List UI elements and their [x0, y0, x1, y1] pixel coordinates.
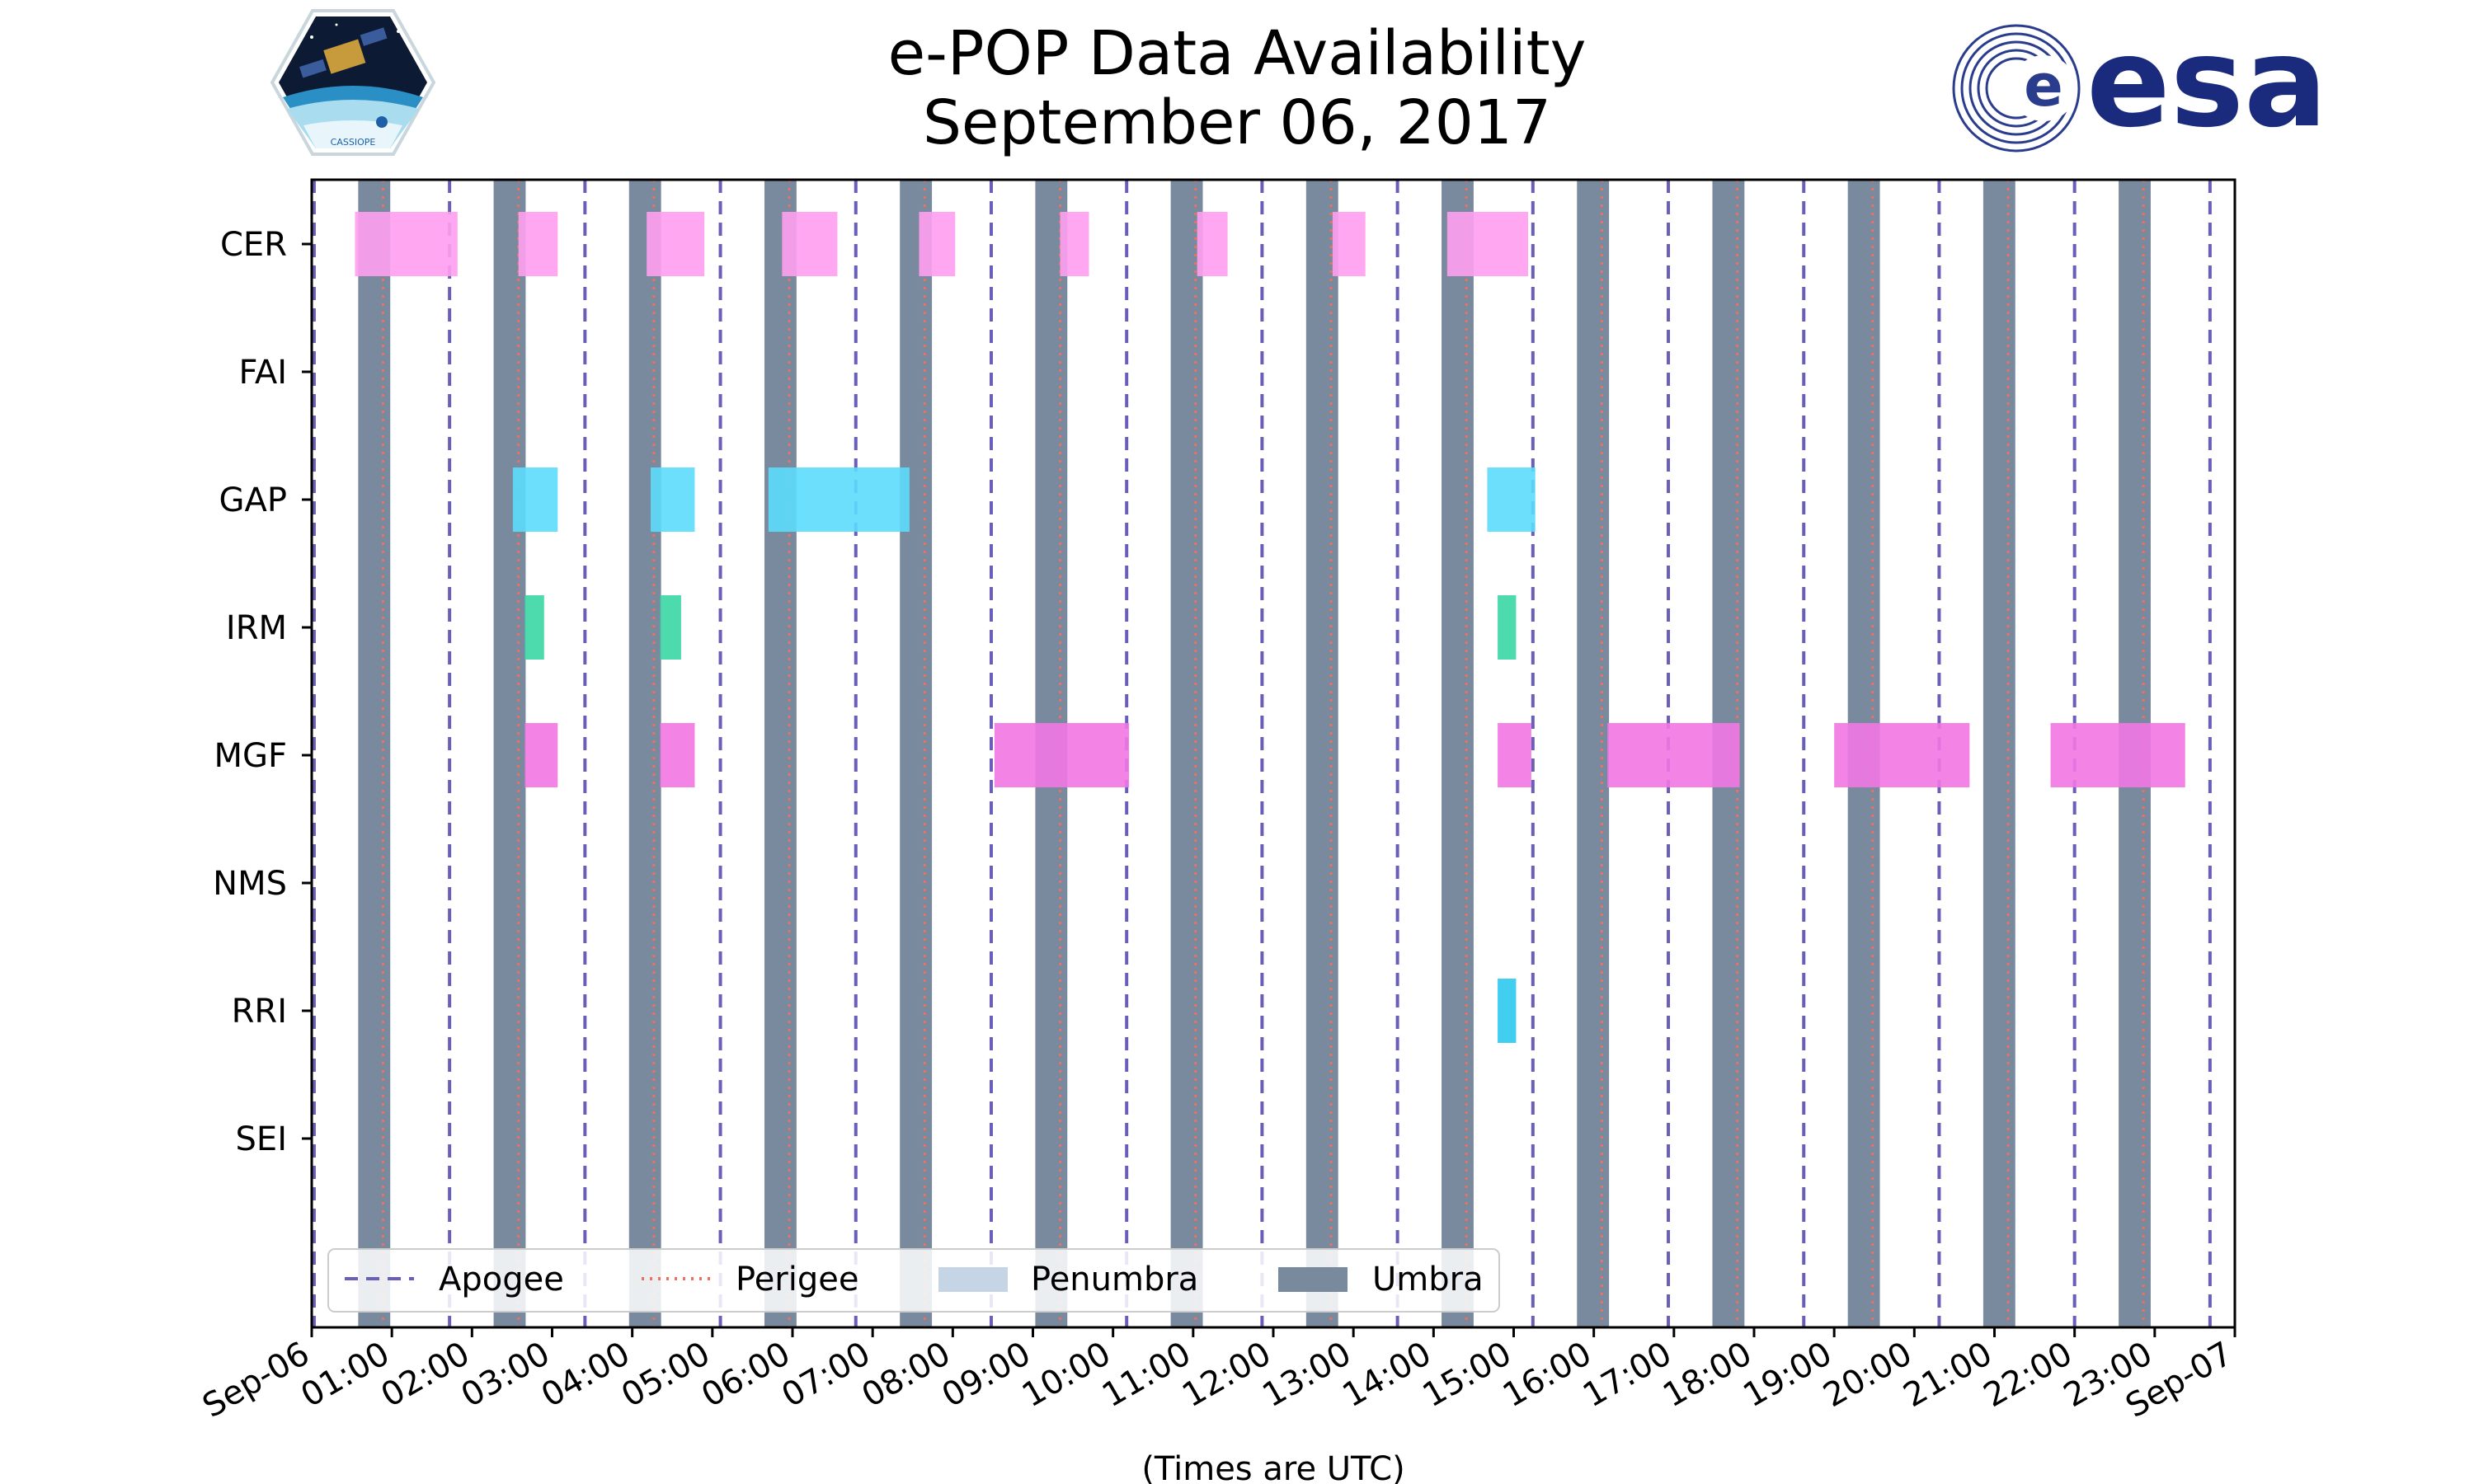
- legend: Apogee Perigee Penumbra Umbra: [327, 1248, 1500, 1313]
- availability-bar-cer: [1060, 212, 1089, 276]
- x-tick-label: 08:00: [855, 1335, 957, 1415]
- svg-text:e: e: [2024, 52, 2062, 120]
- legend-label-penumbra: Penumbra: [1031, 1261, 1198, 1298]
- chart-title: e-POP Data Availability: [887, 18, 1587, 89]
- x-tick-label: 05:00: [615, 1335, 717, 1415]
- availability-bar-mgf: [660, 723, 695, 787]
- availability-bar-gap: [651, 467, 695, 532]
- umbra-band: [764, 180, 797, 1327]
- x-tick-label: 18:00: [1657, 1335, 1758, 1415]
- plot-area: [310, 178, 2236, 1329]
- x-tick-label: 07:00: [775, 1335, 877, 1415]
- y-tick-label-rri: RRI: [232, 993, 287, 1031]
- umbra-band: [628, 180, 661, 1327]
- x-tick-label: 06:00: [695, 1335, 797, 1415]
- availability-bar-cer: [1197, 212, 1228, 276]
- availability-bar-cer: [355, 212, 458, 276]
- x-tick-label: 21:00: [1898, 1335, 1999, 1415]
- y-axis: CER FAI GAP IRM MGF NMS RRI SEI: [213, 226, 312, 1158]
- umbra-band: [900, 180, 933, 1327]
- legend-label-umbra: Umbra: [1372, 1261, 1484, 1298]
- umbra-band: [1170, 180, 1203, 1327]
- esa-logo: e esa: [1952, 12, 2327, 155]
- y-tick-label-cer: CER: [220, 226, 287, 264]
- x-tick-label: 22:00: [1978, 1335, 2079, 1415]
- x-tick-label: 13:00: [1256, 1335, 1357, 1415]
- x-tick-label: 04:00: [535, 1335, 637, 1415]
- x-tick-label: 20:00: [1817, 1335, 1918, 1415]
- x-tick-label: 09:00: [936, 1335, 1037, 1415]
- x-tick-label: 01:00: [294, 1335, 396, 1415]
- y-tick-label-fai: FAI: [239, 354, 288, 392]
- availability-bar-mgf: [524, 723, 558, 787]
- umbra-band: [1305, 180, 1338, 1327]
- chart-subtitle: September 06, 2017: [922, 87, 1552, 158]
- x-axis: Sep-0601:0002:0003:0004:0005:0006:0007:0…: [196, 1327, 2239, 1425]
- esa-logo-text: esa: [2086, 12, 2327, 155]
- availability-bar-mgf: [1498, 723, 1531, 787]
- x-tick-label: 11:00: [1096, 1335, 1197, 1415]
- x-tick-label: 10:00: [1016, 1335, 1117, 1415]
- availability-bar-mgf: [1607, 723, 1740, 787]
- availability-bar-irm: [1498, 595, 1517, 660]
- availability-bar-cer: [782, 212, 838, 276]
- y-tick-label-sei: SEI: [236, 1120, 287, 1158]
- availability-bar-cer: [647, 212, 705, 276]
- x-tick-label: 12:00: [1176, 1335, 1277, 1415]
- availability-bar-cer: [1446, 212, 1528, 276]
- availability-bar-irm: [524, 595, 544, 660]
- x-tick-label: 17:00: [1577, 1335, 1678, 1415]
- legend-label-perigee: Perigee: [736, 1261, 858, 1298]
- availability-bar-gap: [768, 467, 910, 532]
- umbra-band: [1982, 180, 2015, 1327]
- x-tick-label: 02:00: [374, 1335, 476, 1415]
- availability-bar-rri: [1498, 979, 1517, 1043]
- x-tick-label: 15:00: [1417, 1335, 1518, 1415]
- umbra-band: [493, 180, 526, 1327]
- x-tick-label: 03:00: [455, 1335, 557, 1415]
- legend-box: [327, 1248, 1500, 1313]
- y-tick-label-nms: NMS: [213, 865, 287, 903]
- umbra-band: [1442, 180, 1474, 1327]
- x-tick-label: 14:00: [1336, 1335, 1437, 1415]
- y-tick-label-mgf: MGF: [214, 737, 287, 775]
- availability-bar-cer: [919, 212, 956, 276]
- availability-bar-cer: [518, 212, 558, 276]
- legend-penumbra-swatch: [938, 1267, 1008, 1292]
- y-tick-label-irm: IRM: [226, 609, 287, 647]
- availability-bar-gap: [1487, 467, 1536, 532]
- x-tick-label: 16:00: [1497, 1335, 1598, 1415]
- cassiope-logo: CASSIOPE: [270, 9, 436, 156]
- y-tick-label-gap: GAP: [219, 481, 287, 519]
- availability-bar-mgf: [994, 723, 1130, 787]
- availability-bar-cer: [1332, 212, 1366, 276]
- x-axis-label: (Times are UTC): [1141, 1450, 1404, 1484]
- availability-bar-gap: [512, 467, 558, 532]
- availability-bar-mgf: [1834, 723, 1970, 787]
- umbra-band: [1577, 180, 1610, 1327]
- availability-bar-irm: [660, 595, 681, 660]
- legend-label-apogee: Apogee: [439, 1261, 564, 1298]
- x-tick-label: 19:00: [1737, 1335, 1838, 1415]
- cassiope-logo-text: CASSIOPE: [331, 137, 376, 148]
- availability-bar-mgf: [2050, 723, 2185, 787]
- legend-umbra-swatch: [1278, 1267, 1348, 1292]
- umbra-band: [358, 180, 391, 1327]
